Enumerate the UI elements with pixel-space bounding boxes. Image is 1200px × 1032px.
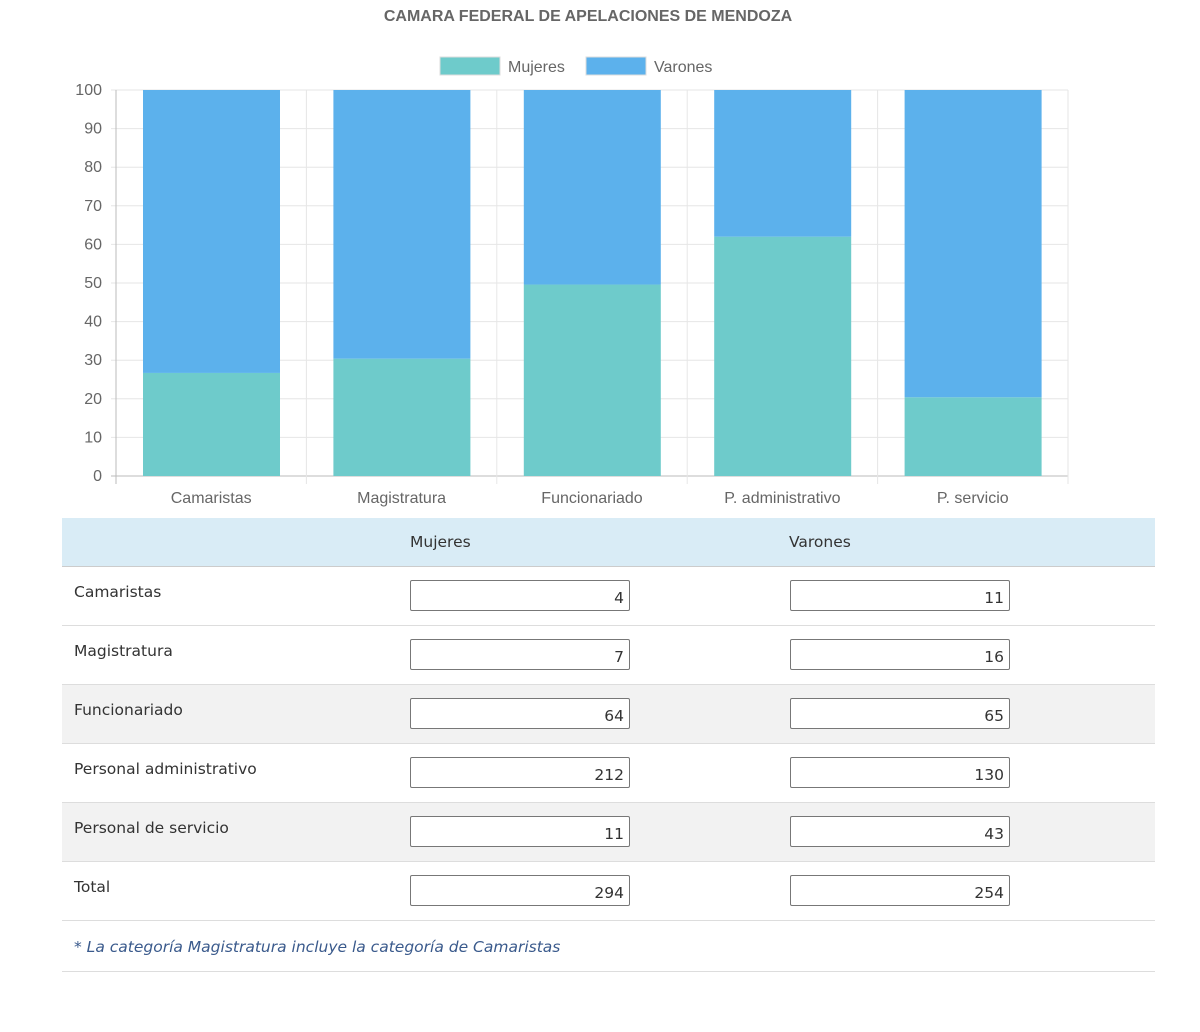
- varones-input[interactable]: 11: [790, 580, 1010, 611]
- bar-mujeres: [143, 372, 280, 476]
- mujeres-input[interactable]: 64: [410, 698, 630, 729]
- row-label: Personal de servicio: [74, 819, 229, 837]
- mujeres-input[interactable]: 294: [410, 875, 630, 906]
- legend-swatch: [439, 56, 501, 76]
- mujeres-input[interactable]: 4: [410, 580, 630, 611]
- table-header: Mujeres Varones: [62, 518, 1155, 567]
- table-row: Magistratura 7 16: [62, 626, 1155, 685]
- y-tick-label: 10: [84, 429, 102, 446]
- data-table: Mujeres Varones Camaristas 4 11 Magistrat…: [62, 518, 1155, 972]
- bar-varones: [143, 90, 280, 373]
- bar-varones: [333, 90, 471, 359]
- y-tick-label: 70: [84, 198, 102, 215]
- legend-swatch: [585, 56, 647, 76]
- y-tick-label: 50: [84, 275, 102, 292]
- x-tick-label: Camaristas: [171, 490, 252, 507]
- y-tick-label: 20: [84, 391, 102, 408]
- legend-label: Varones: [654, 59, 712, 76]
- table-row: Personal de servicio 11 43: [62, 803, 1155, 862]
- varones-input[interactable]: 130: [790, 757, 1010, 788]
- bar-varones: [904, 90, 1042, 398]
- mujeres-input[interactable]: 7: [410, 639, 630, 670]
- varones-input[interactable]: 65: [790, 698, 1010, 729]
- varones-input[interactable]: 254: [790, 875, 1010, 906]
- mujeres-input[interactable]: 11: [410, 816, 630, 847]
- footnote: * La categoría Magistratura incluye la c…: [62, 921, 1155, 972]
- bar-mujeres: [714, 236, 852, 476]
- table-row: Camaristas 4 11: [62, 567, 1155, 626]
- mujeres-input[interactable]: 212: [410, 757, 630, 788]
- chart-title: CAMARA FEDERAL DE APELACIONES DE MENDOZA: [383, 8, 793, 25]
- x-tick-label: P. administrativo: [724, 490, 840, 507]
- x-tick-label: Funcionariado: [541, 490, 643, 507]
- x-tick-label: P. servicio: [937, 490, 1009, 507]
- y-tick-label: 0: [93, 468, 102, 485]
- table-row: Funcionariado 64 65: [62, 685, 1155, 744]
- y-tick-label: 100: [75, 82, 102, 99]
- table-row: Total 294 254: [62, 862, 1155, 921]
- header-mujeres: Mujeres: [410, 533, 471, 551]
- bar-varones: [523, 90, 661, 285]
- y-tick-label: 80: [84, 159, 102, 176]
- legend-label: Mujeres: [508, 59, 565, 76]
- bar-mujeres: [523, 284, 661, 476]
- row-label: Funcionariado: [74, 701, 183, 719]
- x-tick-label: Magistratura: [357, 490, 446, 507]
- bar-varones: [714, 90, 852, 237]
- bar-mujeres: [333, 358, 471, 476]
- row-label: Magistratura: [74, 642, 173, 660]
- bar-mujeres: [904, 397, 1042, 476]
- varones-input[interactable]: 16: [790, 639, 1010, 670]
- row-label: Personal administrativo: [74, 760, 257, 778]
- stacked-bar-chart: 0 10 20 30 40 50 60 70 80 90 100 Camaristas Magistra…: [75, 56, 1069, 507]
- row-label: Total: [74, 878, 111, 896]
- y-tick-label: 30: [84, 352, 102, 369]
- table-row: Personal administrativo 212 130: [62, 744, 1155, 803]
- header-varones: Varones: [789, 533, 851, 551]
- y-tick-label: 60: [84, 236, 102, 253]
- varones-input[interactable]: 43: [790, 816, 1010, 847]
- row-label: Camaristas: [74, 583, 162, 601]
- y-tick-label: 40: [84, 314, 102, 331]
- y-tick-label: 90: [84, 121, 102, 138]
